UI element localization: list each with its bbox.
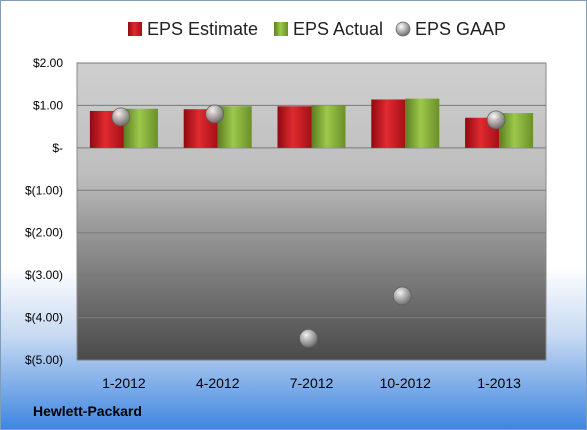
point-gaap xyxy=(392,286,412,306)
x-axis-labels: 1-2012 4-2012 7-2012 10-2012 1-2013 xyxy=(102,375,521,391)
gaap-points xyxy=(111,104,506,348)
legend-swatch-actual xyxy=(274,22,288,36)
bar-estimate xyxy=(371,99,406,148)
y-tick-label: $(3.00) xyxy=(25,268,63,282)
legend-label-estimate: EPS Estimate xyxy=(147,19,258,39)
legend-label-gaap: EPS GAAP xyxy=(415,19,506,39)
bar-estimate xyxy=(277,106,312,148)
legend-swatch-estimate xyxy=(128,22,142,36)
legend-label-actual: EPS Actual xyxy=(293,19,383,39)
x-tick-label: 1-2012 xyxy=(102,375,146,391)
bar-actual xyxy=(405,98,440,148)
point-gaap xyxy=(299,328,318,348)
legend-swatch-gaap xyxy=(395,21,411,37)
bars xyxy=(89,98,534,148)
x-tick-label: 1-2013 xyxy=(477,375,521,391)
point-gaap xyxy=(111,107,131,127)
y-tick-label: $2.00 xyxy=(33,56,63,70)
x-tick-label: 4-2012 xyxy=(196,375,240,391)
y-tick-label: $(5.00) xyxy=(25,353,63,367)
point-gaap xyxy=(205,104,225,124)
y-axis-labels: $2.00 $1.00 $- $(1.00) $(2.00) $(3.00) $(4.00)… xyxy=(25,56,63,367)
y-tick-label: $- xyxy=(52,141,63,155)
legend: EPS Estimate EPS Actual EPS GAAP xyxy=(128,19,506,39)
x-tick-label: 10-2012 xyxy=(380,375,432,391)
y-tick-label: $(4.00) xyxy=(25,311,63,325)
company-name: Hewlett-Packard xyxy=(33,403,142,419)
y-tick-label: $(1.00) xyxy=(25,183,63,197)
y-tick-label: $1.00 xyxy=(33,98,63,112)
point-gaap xyxy=(486,110,506,130)
gridlines xyxy=(77,62,546,361)
bar-actual xyxy=(311,105,346,148)
y-tick-label: $(2.00) xyxy=(25,226,63,240)
x-tick-label: 7-2012 xyxy=(290,375,334,391)
